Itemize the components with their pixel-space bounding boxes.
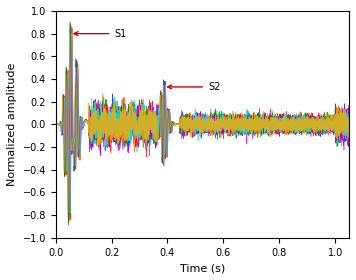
X-axis label: Time (s): Time (s) <box>180 263 225 273</box>
Text: S2: S2 <box>168 82 220 92</box>
Y-axis label: Normalized amplitude: Normalized amplitude <box>7 63 17 186</box>
Text: S1: S1 <box>74 29 127 39</box>
